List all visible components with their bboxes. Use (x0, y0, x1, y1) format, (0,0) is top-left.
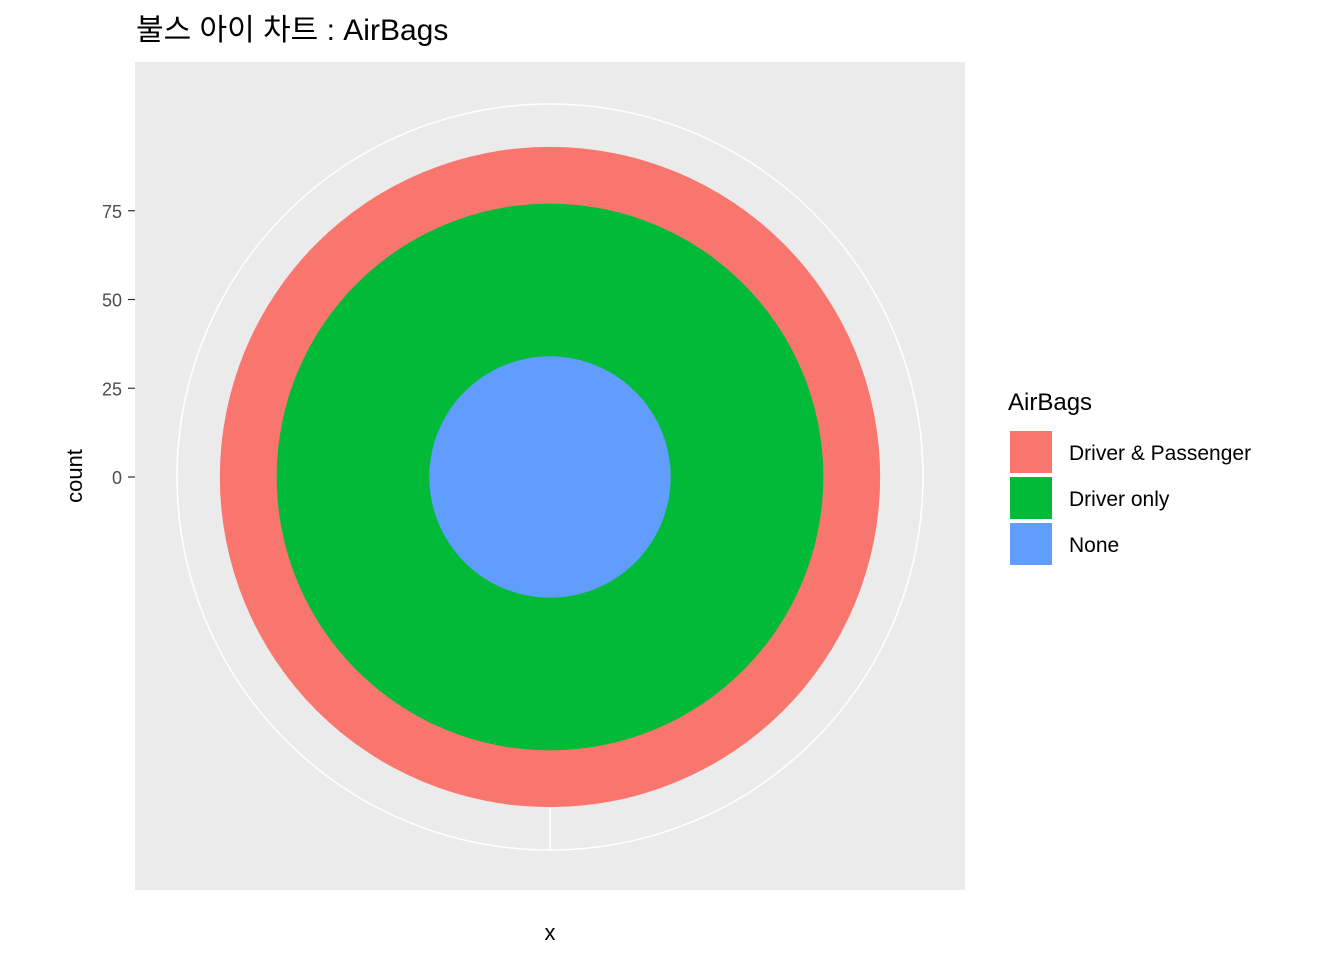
legend-label-driver-passenger: Driver & Passenger (1069, 442, 1251, 465)
legend: Driver & Passenger Driver only None (1008, 429, 1251, 567)
legend-label-none: None (1069, 534, 1119, 557)
y-tick-label-75: 75 (102, 202, 122, 222)
legend-title: AirBags (1008, 389, 1092, 416)
legend-swatch-driver-only (1008, 475, 1054, 521)
legend-swatch-none (1008, 521, 1054, 567)
chart-title: 불스 아이 차트 : AirBags (136, 14, 448, 47)
y-axis-title: count (62, 449, 87, 503)
y-tick-label-25: 25 (102, 379, 122, 399)
y-axis: 0 25 50 75 (102, 202, 135, 488)
data-rings (219, 146, 881, 808)
y-tick-label-0: 0 (112, 468, 122, 488)
legend-swatch-driver-passenger (1008, 429, 1054, 475)
ring-none (429, 356, 671, 598)
grid-lines (176, 103, 924, 851)
x-axis-title: x (545, 920, 556, 945)
y-tick-label-50: 50 (102, 291, 122, 311)
legend-label-driver-only: Driver only (1069, 488, 1170, 511)
